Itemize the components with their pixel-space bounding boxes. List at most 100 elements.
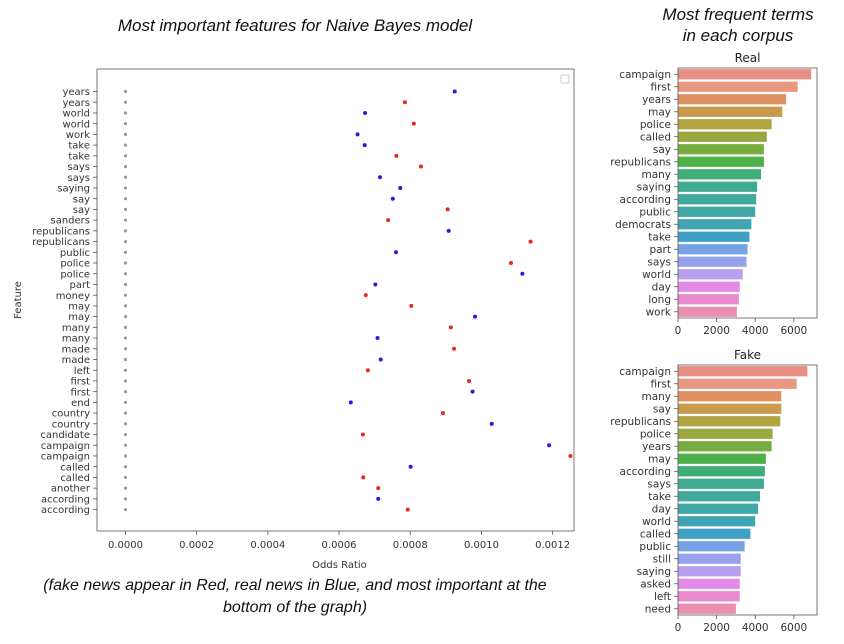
real-bar-chart: Realcampaignfirstyearsmaypolicecalledsay…	[610, 51, 818, 337]
y-tick-label: many	[62, 334, 90, 345]
scatter-point-fake	[405, 507, 410, 512]
y-tick-label: may	[648, 107, 671, 119]
zero-baseline-point	[123, 454, 128, 458]
footnote-line-2: bottom of the graph)	[222, 599, 368, 616]
x-tick-label: 0.0006	[322, 540, 357, 551]
y-tick-label: says	[647, 479, 671, 491]
y-tick-label: saying	[57, 184, 90, 195]
scatter-point-fake	[376, 486, 381, 491]
scatter-point-real	[362, 143, 367, 148]
bar-chart-frame	[677, 67, 818, 319]
y-tick-label: take	[68, 151, 90, 162]
zero-baseline-point	[123, 197, 128, 201]
y-tick-label: may	[68, 302, 90, 313]
bar-first	[678, 378, 797, 389]
scatter-point-fake	[402, 100, 407, 105]
y-tick-label: say	[653, 404, 671, 416]
zero-baseline-point	[123, 186, 128, 190]
y-tick-label: says	[68, 162, 90, 173]
y-tick-label: part	[649, 244, 671, 256]
y-tick-label: public	[639, 541, 671, 553]
y-tick-label: republicans	[32, 237, 90, 248]
y-tick-label: campaign	[41, 452, 90, 463]
y-tick-label: say	[73, 194, 90, 205]
zero-baseline-point	[123, 400, 128, 404]
y-tick-label: world	[62, 109, 90, 120]
y-tick-label: need	[645, 604, 671, 616]
zero-baseline-point	[123, 100, 128, 104]
y-tick-label: years	[62, 98, 90, 109]
scatter-point-fake	[361, 475, 366, 480]
bar-years	[678, 441, 772, 452]
zero-baseline-point	[123, 336, 128, 340]
y-tick-label: many	[641, 391, 671, 403]
scatter-point-real	[390, 196, 395, 201]
zero-baseline-point	[123, 111, 128, 115]
y-tick-label: democrats	[615, 219, 671, 231]
scatter-point-real	[547, 443, 552, 448]
zero-baseline-point	[123, 282, 128, 287]
bar-may	[678, 453, 766, 464]
x-tick-label: 0.0004	[250, 540, 285, 551]
y-tick-label: saying	[637, 566, 671, 578]
zero-baseline-point	[123, 218, 128, 222]
y-tick-label: says	[68, 173, 90, 184]
zero-baseline-point	[123, 390, 128, 394]
y-tick-label: campaign	[41, 441, 90, 452]
scatter-point-real	[398, 185, 403, 190]
bar-police	[678, 119, 772, 130]
y-tick-label: take	[648, 491, 671, 503]
scatter-point-fake	[363, 293, 368, 298]
y-tick-label: left	[74, 366, 90, 377]
y-tick-label: world	[642, 269, 671, 281]
zero-baseline-point	[123, 175, 128, 179]
x-tick-label: 2000	[703, 325, 730, 337]
bar-democrats	[678, 219, 752, 230]
scatter-point-fake	[528, 239, 533, 244]
x-tick-label: 2000	[703, 622, 730, 634]
scatter-point-real	[348, 400, 353, 405]
y-tick-label: saying	[637, 182, 671, 194]
y-tick-label: first	[650, 82, 671, 94]
bar-world	[678, 516, 756, 527]
y-tick-label: campaign	[619, 69, 671, 81]
scatter-point-real	[394, 250, 399, 255]
y-tick-label: made	[62, 344, 90, 355]
y-tick-label: first	[70, 387, 90, 398]
y-tick-label: another	[51, 484, 91, 495]
bar-public	[678, 541, 745, 552]
y-tick-label: part	[69, 280, 90, 291]
zero-baseline-point	[123, 411, 128, 415]
y-tick-label: many	[62, 323, 90, 334]
y-tick-label: according	[620, 466, 671, 478]
y-tick-label: according	[620, 194, 671, 206]
scatter-point-fake	[448, 325, 453, 330]
zero-baseline-point	[123, 507, 128, 512]
zero-baseline-point	[123, 304, 128, 308]
bar-may	[678, 106, 783, 117]
y-tick-label: work	[646, 307, 672, 319]
y-tick-label: may	[648, 454, 671, 466]
y-tick-label: work	[66, 130, 90, 141]
bar-saying	[678, 566, 741, 577]
zero-baseline-point	[123, 229, 128, 233]
y-tick-label: country	[52, 419, 90, 430]
x-tick-label: 4000	[742, 325, 769, 337]
scatter-point-fake	[441, 411, 446, 416]
y-tick-label: sanders	[51, 216, 91, 227]
bar-republicans	[678, 416, 781, 427]
scatter-point-fake	[568, 453, 573, 458]
footnote-line-1: (fake news appear in Red, real news in B…	[43, 577, 547, 594]
bar-work	[678, 306, 737, 317]
scatter-point-fake	[452, 346, 457, 351]
scatter-point-real	[376, 496, 381, 501]
bar-still	[678, 553, 741, 564]
scatter-point-real	[452, 89, 457, 94]
x-tick-label: 0.0008	[393, 540, 428, 551]
bar-according	[678, 194, 757, 205]
empty-legend-box	[560, 74, 570, 84]
bar-years	[678, 94, 787, 105]
y-tick-label: republicans	[610, 416, 671, 428]
y-tick-label: police	[640, 429, 671, 441]
bar-called	[678, 131, 767, 142]
